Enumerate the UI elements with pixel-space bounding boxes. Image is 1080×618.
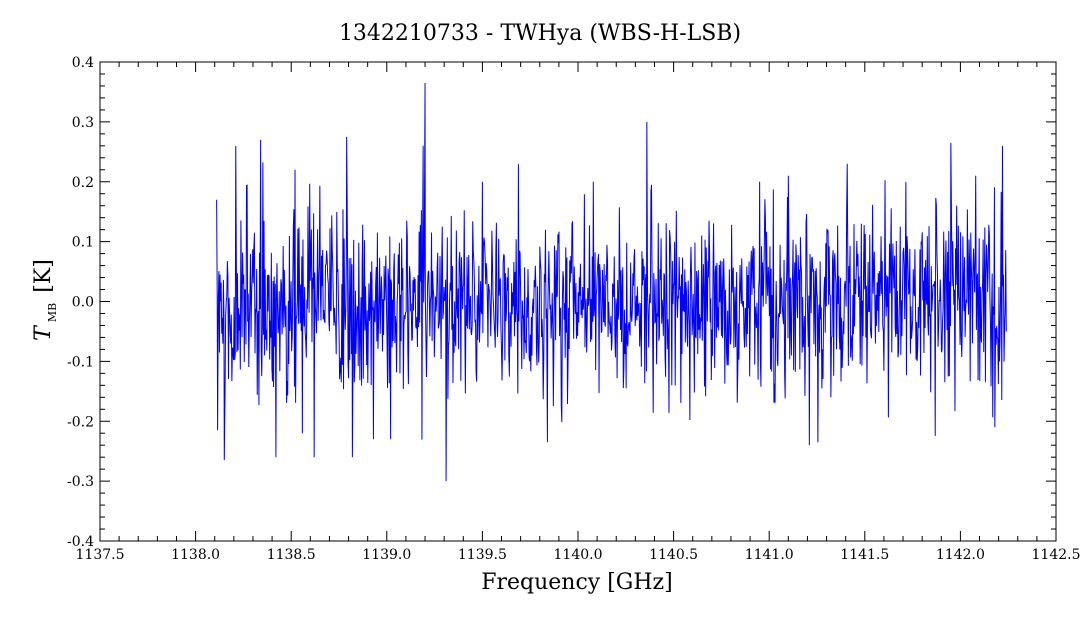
x-tick-label: 1140.0	[554, 547, 603, 563]
x-tick-label: 1140.5	[649, 547, 698, 563]
x-tick-label: 1142.5	[1032, 547, 1080, 563]
spectrum-line	[216, 82, 1007, 482]
x-tick-label: 1139.5	[458, 547, 507, 563]
x-tick-label: 1138.0	[171, 547, 220, 563]
x-tick-label: 1138.5	[267, 547, 316, 563]
y-tick-label: 0.1	[72, 235, 94, 251]
y-tick-label: -0.3	[67, 474, 94, 490]
y-tick-label: -0.2	[67, 414, 94, 430]
x-axis-label: Frequency [GHz]	[481, 570, 673, 595]
spectrum-series	[216, 82, 1007, 482]
svg-text:T MB [K]: T MB [K]	[31, 259, 60, 341]
y-axis: 0.4 0.3 0.2 0.1 0.0 -0.1 -0.2 -0.3 -0.4	[67, 55, 1056, 550]
x-tick-label: 1137.5	[76, 547, 125, 563]
x-tick-label: 1141.0	[745, 547, 794, 563]
y-tick-label: 0.4	[72, 55, 94, 71]
x-axis: 1137.5 1138.0 1138.5 1139.0 1139.5 1140.0 1140…	[76, 62, 1080, 563]
y-tick-label: -0.1	[67, 354, 94, 370]
y-tick-label: 0.0	[72, 295, 94, 311]
x-tick-label: 1139.0	[362, 547, 411, 563]
y-tick-label: -0.4	[67, 534, 94, 550]
x-tick-label: 1141.5	[840, 547, 889, 563]
y-axis-label-unit: [K]	[31, 259, 56, 293]
x-tick-label: 1142.0	[936, 547, 985, 563]
y-tick-label: 0.2	[72, 175, 94, 191]
y-axis-label-subscript: MB	[46, 303, 59, 322]
y-axis-label: T MB [K]	[31, 259, 60, 341]
y-axis-label-symbol: T	[31, 324, 56, 341]
y-tick-label: 0.3	[72, 115, 94, 131]
chart-title: 1342210733 - TWHya (WBS-H-LSB)	[339, 21, 741, 46]
